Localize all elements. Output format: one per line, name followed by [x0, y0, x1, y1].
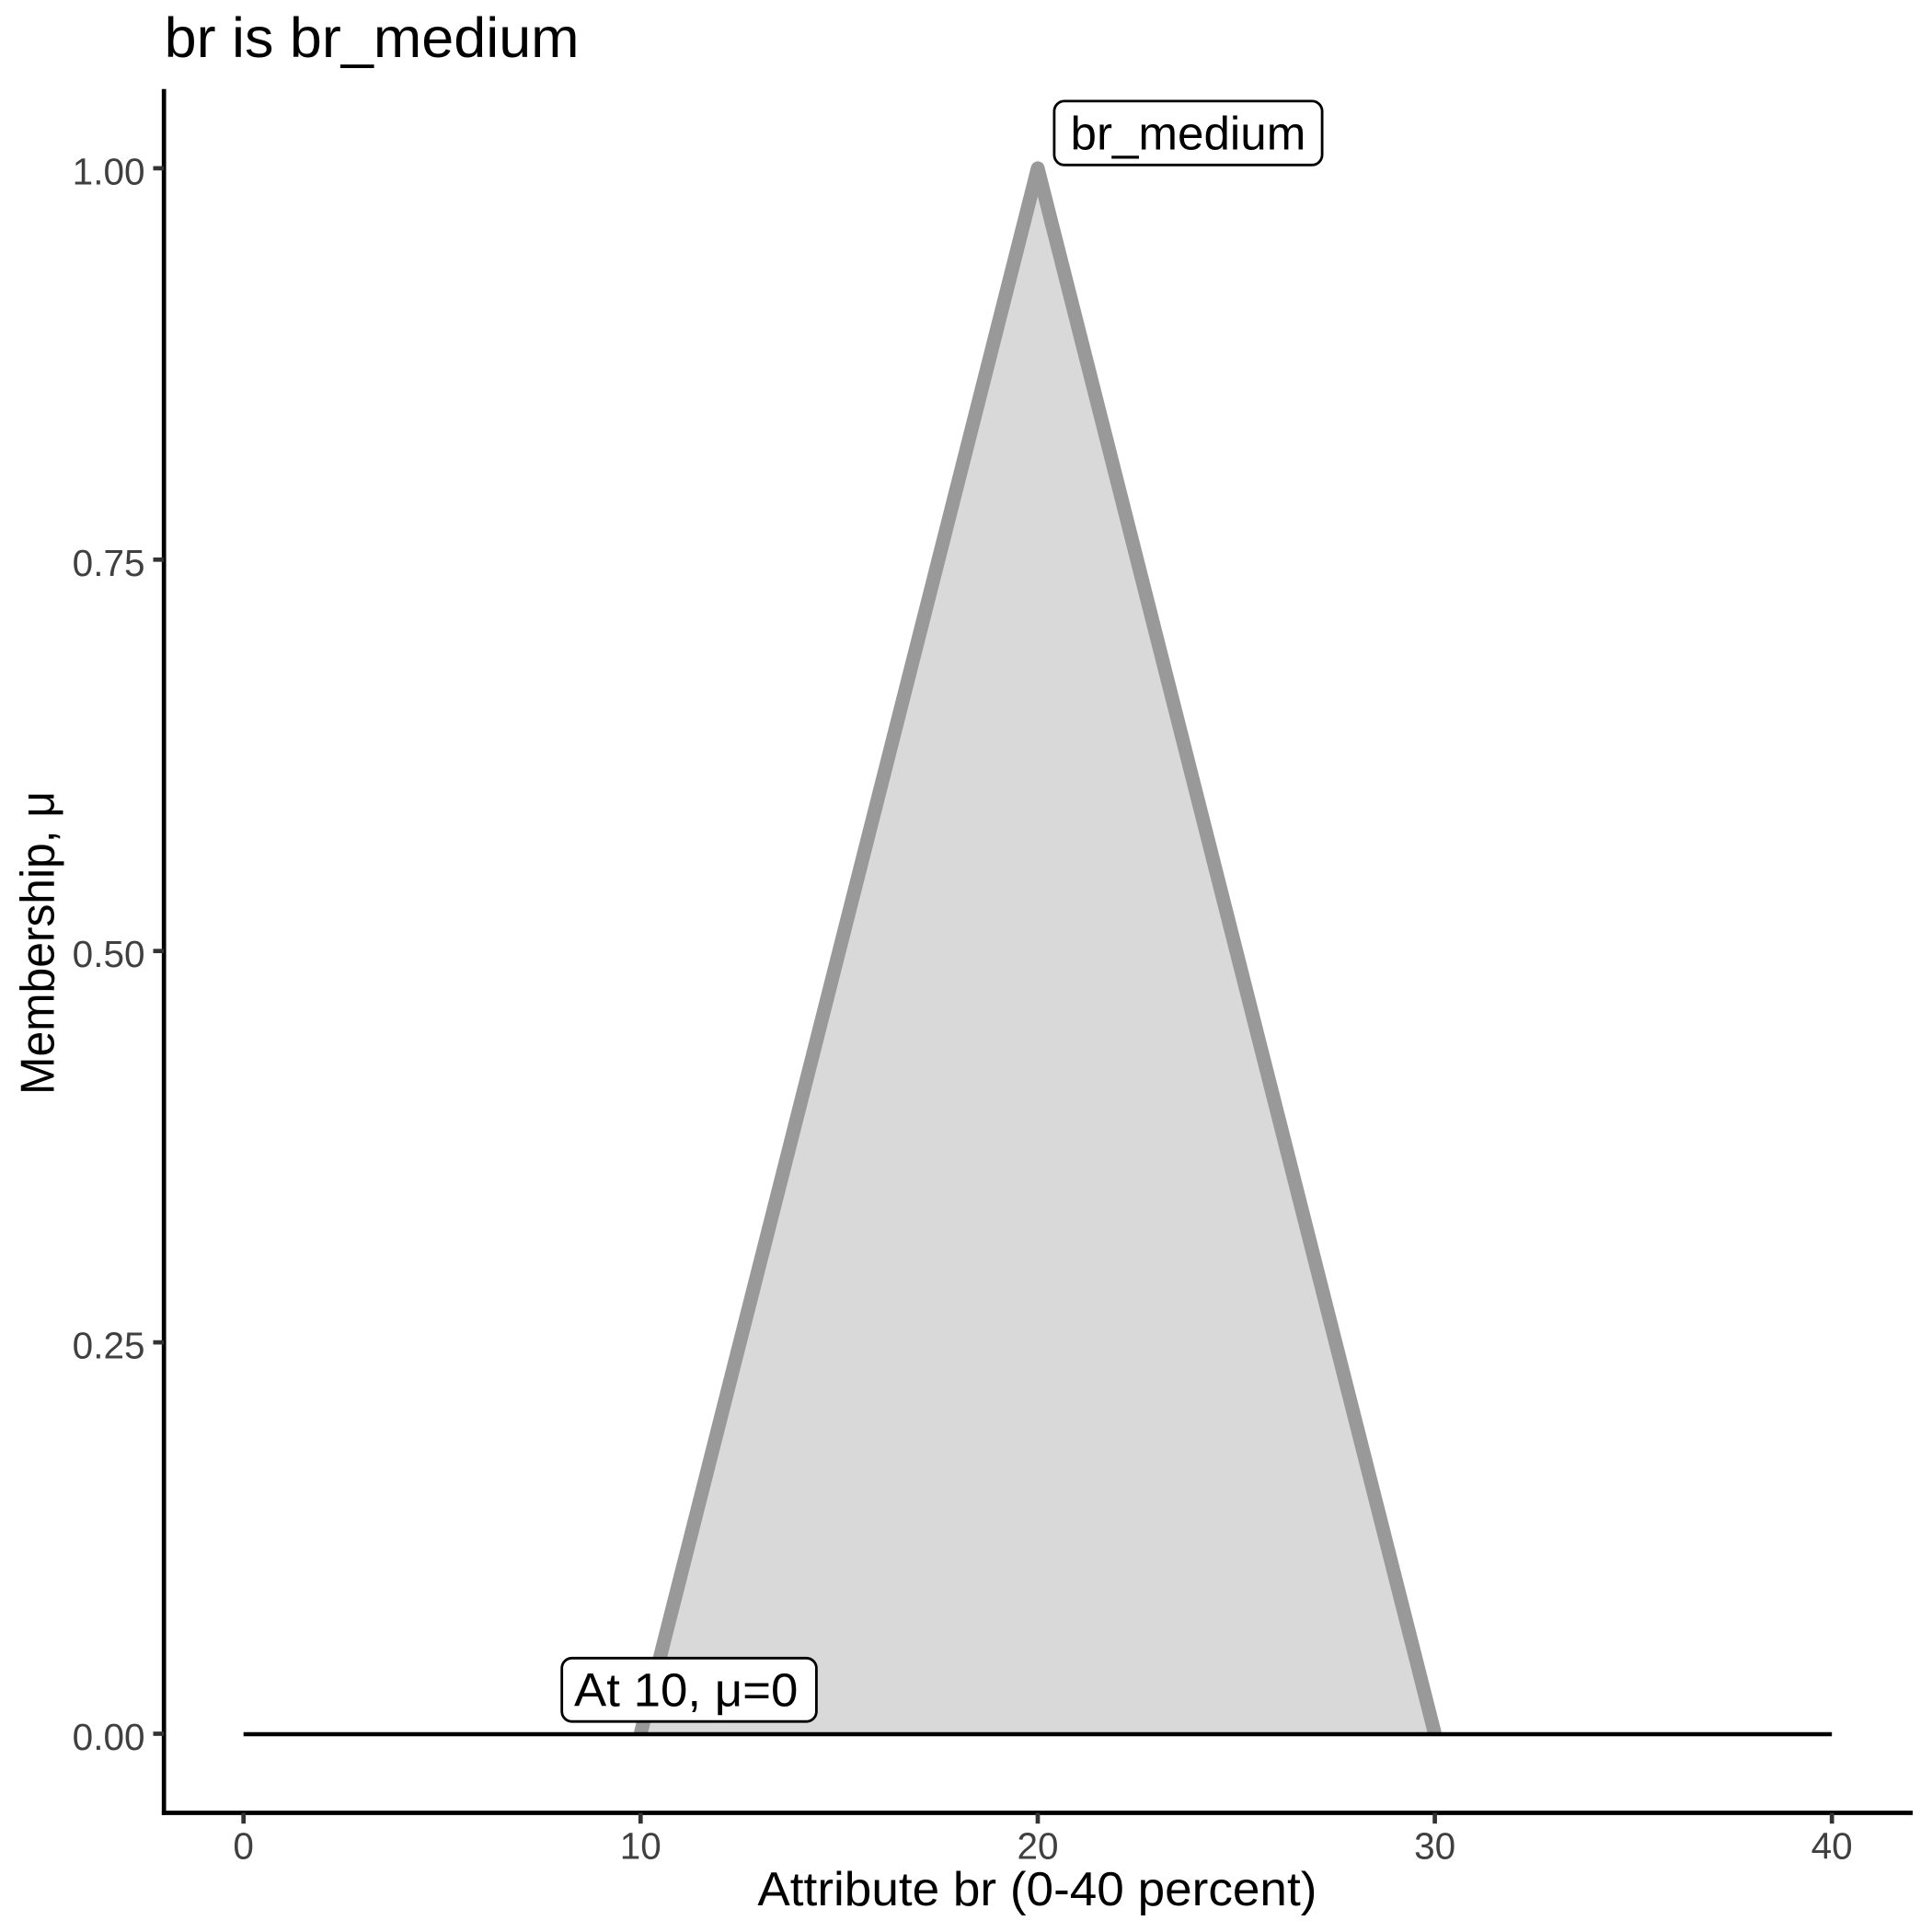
svg-text:0.00: 0.00: [73, 1716, 145, 1758]
svg-text:Membership, μ: Membership, μ: [11, 791, 64, 1095]
svg-text:At 10, μ=0: At 10, μ=0: [574, 1664, 798, 1717]
svg-text:40: 40: [1811, 1825, 1853, 1868]
svg-text:0.50: 0.50: [73, 933, 145, 975]
svg-text:br_medium: br_medium: [1071, 107, 1306, 159]
svg-text:20: 20: [1017, 1825, 1058, 1868]
svg-text:br is br_medium: br is br_medium: [165, 6, 580, 69]
svg-text:1.00: 1.00: [73, 150, 145, 192]
svg-text:10: 10: [620, 1825, 661, 1868]
svg-text:30: 30: [1414, 1825, 1455, 1868]
svg-text:Attribute br (0-40 percent): Attribute br (0-40 percent): [757, 1862, 1317, 1915]
svg-text:0: 0: [233, 1825, 254, 1868]
svg-text:0.75: 0.75: [73, 542, 145, 584]
svg-text:0.25: 0.25: [73, 1325, 145, 1367]
